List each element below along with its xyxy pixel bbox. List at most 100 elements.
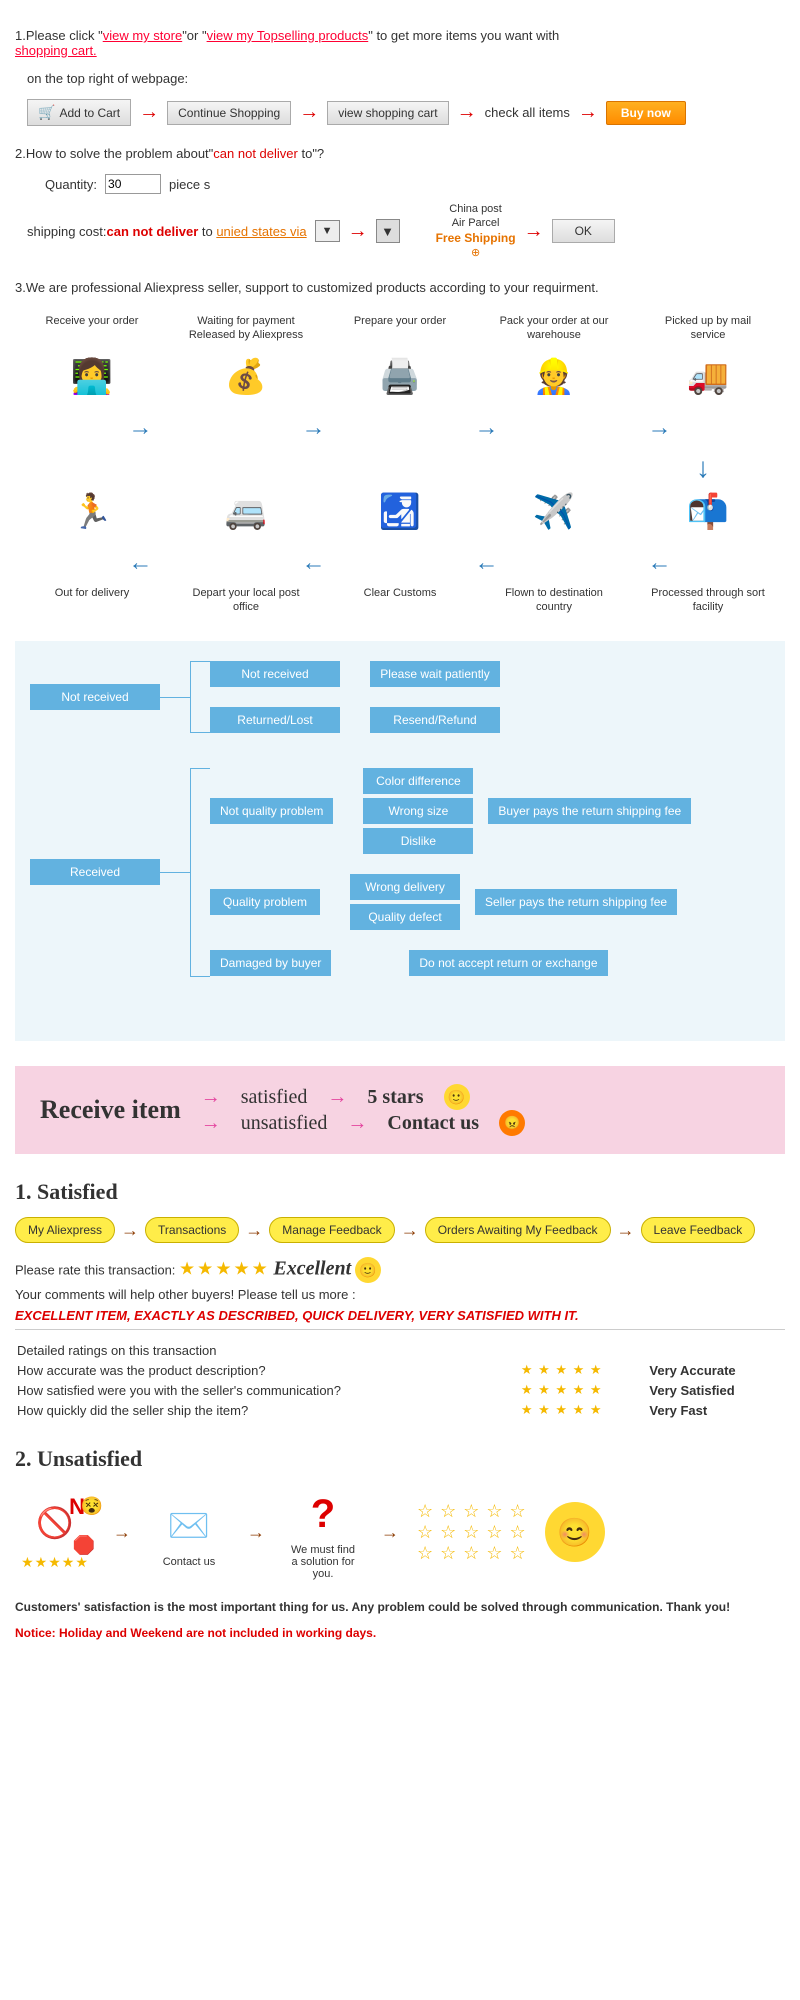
cart-link[interactable]: shopping cart. xyxy=(15,43,97,58)
arrow-icon: → xyxy=(139,101,159,124)
qty-label: Quantity: xyxy=(45,177,97,192)
dr-a: Very Satisfied xyxy=(649,1381,783,1399)
dr-q: How quickly did the seller ship the item… xyxy=(17,1401,519,1419)
footer-text-1: Customers' satisfaction is the most impo… xyxy=(15,1600,785,1614)
process-step: 🚐 xyxy=(186,484,306,539)
buy-now-button[interactable]: Buy now xyxy=(606,101,686,125)
q2-line1: 2.How to solve the problem about"can not… xyxy=(15,146,785,161)
shipping-dropdown[interactable]: ▼ xyxy=(315,220,340,242)
no-icon-group: 🚫 N 😵 🛑 ★★★★★ xyxy=(15,1494,95,1571)
fc-box: Seller pays the return shipping fee xyxy=(475,889,677,915)
process-step: Receive your order👩‍💻 xyxy=(32,315,152,404)
china-post-option: China postAir Parcel Free Shipping⊕ xyxy=(436,202,516,260)
fc-box: Damaged by buyer xyxy=(210,950,331,976)
section-1: 1.Please click "view my store"or "view m… xyxy=(15,28,785,126)
fc-box: Resend/Refund xyxy=(370,707,500,733)
rating-stars: ★★★★★ xyxy=(179,1259,270,1279)
satisfied-heading: 1. Satisfied xyxy=(15,1179,785,1205)
stars-icon: ★ ★ ★ ★ ★ xyxy=(521,1361,648,1379)
satisfied-steps: My Aliexpress→Transactions→Manage Feedba… xyxy=(15,1217,785,1243)
fc-not-received: Not received xyxy=(30,684,160,710)
process-step: ✈️ xyxy=(494,484,614,539)
stars-icon: ★ ★ ★ ★ ★ xyxy=(521,1401,648,1419)
process-label: Out for delivery xyxy=(32,587,152,621)
arrow-icon: → xyxy=(299,101,319,124)
dr-heading: Detailed ratings on this transaction xyxy=(17,1342,783,1359)
process-label: Depart your local post office xyxy=(186,587,306,621)
process-step: 🏃 xyxy=(32,484,152,539)
big-smiley-icon: 😊 xyxy=(545,1502,605,1562)
text: " to get more items you want with xyxy=(368,28,559,43)
comments-label: Your comments will help other buyers! Pl… xyxy=(15,1287,785,1302)
topselling-link[interactable]: view my Topselling products xyxy=(207,28,369,43)
intro-line1: 1.Please click "view my store"or "view m… xyxy=(15,28,785,58)
arrow-icon: → xyxy=(201,1112,221,1135)
intro-line2: on the top right of webpage: xyxy=(27,71,785,86)
unsatisfied-flow: 🚫 N 😵 🛑 ★★★★★ → ✉️ Contact us → ? We mus… xyxy=(15,1484,785,1580)
fc-box: Dislike xyxy=(363,828,473,854)
dr-q: How accurate was the product description… xyxy=(17,1361,519,1379)
ok-button[interactable]: OK xyxy=(552,219,615,243)
qty-unit: piece s xyxy=(169,177,210,192)
process-step: Waiting for payment Released by Aliexpre… xyxy=(186,315,306,404)
angry-icon: 😠 xyxy=(499,1110,525,1136)
process-diagram: Receive your order👩‍💻 Waiting for payment… xyxy=(15,315,785,621)
fc-box: Do not accept return or exchange xyxy=(409,950,607,976)
view-cart-button[interactable]: view shopping cart xyxy=(327,101,448,125)
process-step: Pack your order at our warehouse👷 xyxy=(494,315,614,404)
unsatisfied-label: unsatisfied xyxy=(241,1112,328,1135)
arrow-icon: → xyxy=(327,1086,347,1109)
fc-box: Wrong delivery xyxy=(350,874,460,900)
fc-received: Received xyxy=(30,859,160,885)
process-step: 🛃 xyxy=(340,484,460,539)
qty-row: Quantity: piece s xyxy=(45,174,785,194)
arrow-icon: → xyxy=(348,220,368,243)
section-2: 2.How to solve the problem about"can not… xyxy=(15,146,785,260)
rate-row: Please rate this transaction: ★★★★★ Exce… xyxy=(15,1257,785,1283)
continue-shopping-button[interactable]: Continue Shopping xyxy=(167,101,291,125)
excellent-text: Excellent xyxy=(273,1258,351,1280)
arrow-icon: → xyxy=(245,1220,263,1241)
feedback-step: Transactions xyxy=(145,1217,239,1243)
quantity-input[interactable] xyxy=(105,174,161,194)
five-stars-label: 5 stars xyxy=(367,1086,423,1109)
flowchart: Not received Not receivedPlease wait pat… xyxy=(15,641,785,1041)
arrow-down-icon: ↓ xyxy=(696,452,710,483)
smiley-icon: 🙂 xyxy=(444,1084,470,1110)
footer-notice: Notice: Holiday and Weekend are not incl… xyxy=(15,1626,785,1640)
text: 1.Please click " xyxy=(15,28,103,43)
dr-a: Very Accurate xyxy=(649,1361,783,1379)
rate-label: Please rate this transaction: xyxy=(15,1263,175,1278)
shipping-text: shipping cost:can not deliver to unied s… xyxy=(27,224,307,239)
fc-box: Color difference xyxy=(363,768,473,794)
arrow-icon: → xyxy=(201,1086,221,1109)
process-step: Picked up by mail service🚚 xyxy=(648,315,768,404)
check-items-text: check all items xyxy=(485,105,570,120)
receive-item-title: Receive item xyxy=(40,1095,181,1125)
view-store-link[interactable]: view my store xyxy=(103,28,182,43)
fc-box: Not received xyxy=(210,661,340,687)
dropdown-target[interactable]: ▼ xyxy=(376,219,400,243)
dr-a: Very Fast xyxy=(649,1401,783,1419)
fc-box: Returned/Lost xyxy=(210,707,340,733)
arrow-icon: → xyxy=(617,1220,635,1241)
feedback-step: My Aliexpress xyxy=(15,1217,115,1243)
receive-item-band: Receive item → satisfied → 5 stars 🙂 → u… xyxy=(15,1066,785,1154)
add-to-cart-button[interactable]: 🛒Add to Cart xyxy=(27,99,131,126)
arrow-icon: → xyxy=(401,1220,419,1241)
process-label: Processed through sort facility xyxy=(648,587,768,621)
unsatisfied-heading: 2. Unsatisfied xyxy=(15,1446,785,1472)
text: "or " xyxy=(182,28,206,43)
arrow-icon: → xyxy=(578,101,598,124)
process-step: 📬 xyxy=(648,484,768,539)
fc-box: Wrong size xyxy=(363,798,473,824)
stars-grid: ☆ ☆ ☆ ☆ ☆ ☆ ☆ ☆ ☆ ☆ ☆ ☆ ☆ ☆ ☆ xyxy=(417,1501,527,1564)
satisfied-label: satisfied xyxy=(241,1086,308,1109)
process-step: Prepare your order🖨️ xyxy=(340,315,460,404)
contact-us-label: Contact us xyxy=(387,1112,479,1135)
review-text: EXCELLENT ITEM, EXACTLY AS DESCRIBED, QU… xyxy=(15,1308,785,1330)
fc-box: Not quality problem xyxy=(210,798,333,824)
detailed-ratings: Detailed ratings on this transaction How… xyxy=(15,1340,785,1421)
arrow-icon: → xyxy=(457,101,477,124)
process-label: Clear Customs xyxy=(340,587,460,621)
